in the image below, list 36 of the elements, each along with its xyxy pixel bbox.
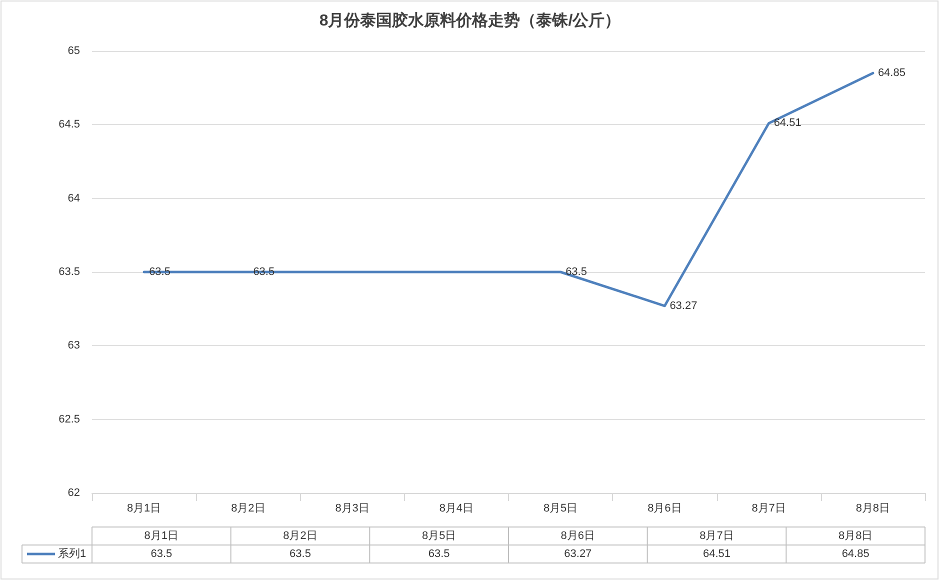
y-tick-label: 63 (68, 340, 80, 352)
data-label: 63.5 (149, 266, 170, 278)
chart-title: 8月份泰国胶水原料价格走势（泰铢/公斤） (319, 12, 621, 30)
x-tick-label: 8月5日 (543, 502, 578, 514)
text: 63.5 (428, 548, 450, 560)
y-tick-label: 64.5 (58, 118, 80, 131)
x-tick-label: 8月2日 (231, 502, 266, 514)
x-tick-label: 8月3日 (335, 502, 370, 514)
y-tick-label: 65 (68, 45, 80, 57)
y-tick-label: 62.5 (58, 413, 80, 426)
x-tick-label: 8月7日 (752, 502, 786, 514)
data-label: 63.5 (566, 266, 587, 278)
data-label: 64.85 (878, 67, 906, 80)
category-label: 8月2日 (283, 530, 318, 542)
data-label: 63.27 (670, 300, 698, 312)
y-tick-label: 63.5 (58, 266, 80, 278)
category-label: 8月7日 (700, 530, 734, 542)
text: 64.85 (842, 548, 870, 560)
x-tick-label: 8月6日 (648, 502, 682, 514)
category-label: 8月8日 (838, 530, 873, 542)
x-tick-label: 8月1日 (126, 502, 162, 514)
text: 63.5 (290, 548, 311, 560)
line-series (142, 72, 874, 308)
text: 63.27 (564, 548, 592, 560)
y-tick-label: 64 (68, 192, 80, 204)
category-label: 8月6日 (560, 530, 596, 542)
data-label: 64.51 (774, 117, 802, 130)
category-label: 8月5日 (422, 530, 456, 542)
category-label: 8月1日 (144, 530, 179, 542)
text: 63.5 (150, 548, 172, 560)
x-tick-label: 8月8日 (856, 502, 890, 514)
y-tick-label: 62 (68, 487, 80, 499)
legend-label: 系列1 (58, 547, 86, 560)
x-tick-label: 8月4日 (439, 502, 474, 514)
data-label: 63.5 (253, 266, 275, 278)
text: 64.51 (702, 548, 731, 560)
